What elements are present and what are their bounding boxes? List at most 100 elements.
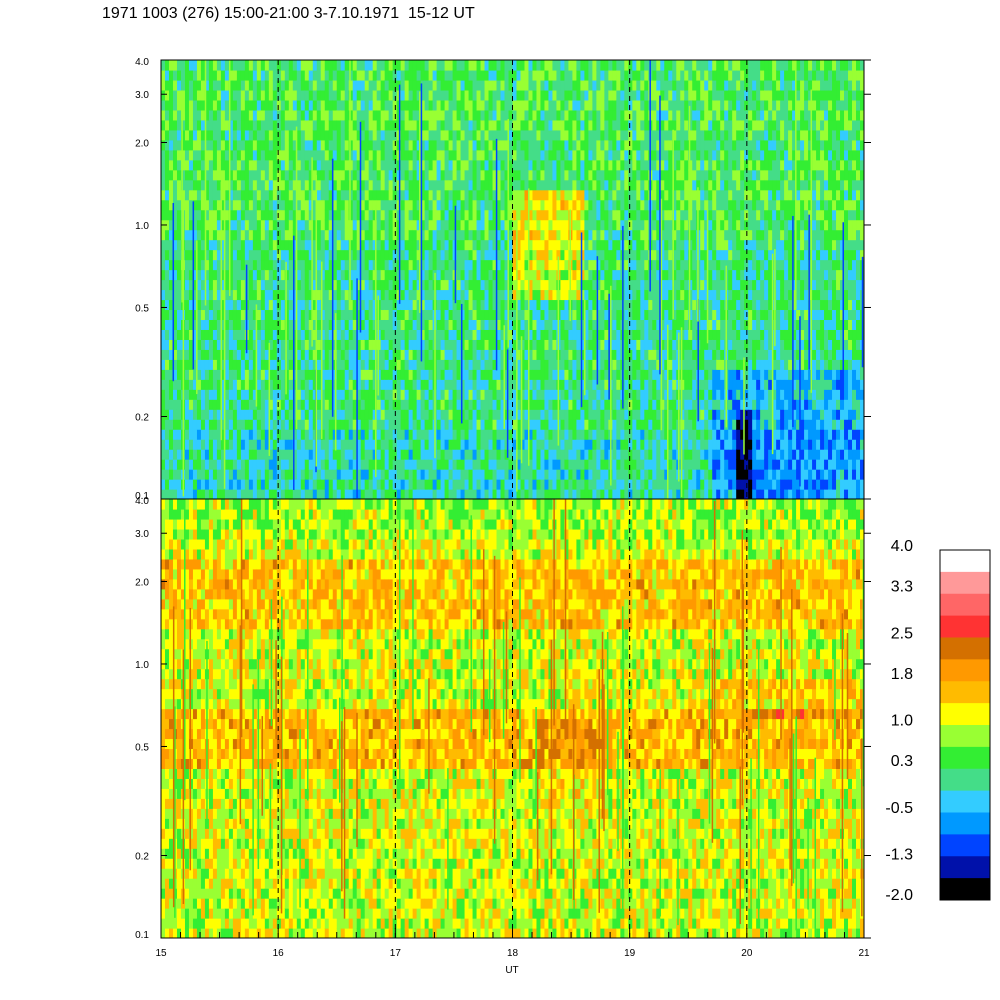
heatmap-cell (552, 199, 558, 211)
heatmap-cell (232, 199, 238, 211)
heatmap-cell (584, 189, 589, 201)
heatmap-cell (352, 299, 358, 311)
heatmap-cell (220, 129, 226, 141)
heatmap-cell (192, 299, 198, 311)
heatmap-cell (356, 219, 362, 231)
heatmap-cell (236, 259, 242, 271)
heatmap-cell (260, 139, 266, 151)
heatmap-cell (488, 269, 494, 281)
heatmap-cell (556, 249, 562, 261)
heatmap-cell (512, 459, 518, 470)
heatmap-cell (224, 399, 230, 410)
heatmap-cell (468, 79, 474, 91)
heatmap-cell (476, 249, 482, 261)
heatmap-cell (444, 419, 450, 430)
heatmap-cell (220, 299, 226, 311)
heatmap-cell (384, 89, 390, 101)
heatmap-cell (224, 469, 230, 480)
heatmap-cell (292, 249, 298, 261)
heatmap-cell (528, 179, 534, 191)
heatmap-cell (340, 399, 346, 410)
heatmap-cell (224, 349, 230, 360)
heatmap-cell (244, 429, 250, 440)
heatmap-cell (448, 169, 454, 181)
heatmap-cell (448, 89, 454, 101)
heatmap-cell (168, 399, 174, 410)
heatmap-cell (184, 179, 190, 191)
heatmap-cell (528, 209, 534, 221)
heatmap-cell (388, 419, 394, 430)
heatmap-cell (240, 489, 246, 499)
heatmap-cell (488, 409, 494, 420)
heatmap-cell (444, 469, 450, 480)
heatmap-cell (476, 409, 482, 420)
heatmap-cell (548, 199, 554, 211)
heatmap-cell (564, 119, 570, 131)
heatmap-cell (260, 399, 266, 410)
heatmap-cell (448, 79, 454, 91)
heatmap-cell (376, 249, 382, 261)
heatmap-cell (164, 459, 170, 470)
heatmap-cell (568, 339, 574, 350)
heatmap-cell (548, 179, 554, 191)
heatmap-cell (312, 119, 318, 131)
heatmap-cell (332, 219, 338, 231)
heatmap-cell (500, 79, 506, 91)
heatmap-cell (484, 449, 490, 460)
heatmap-cell (352, 79, 358, 91)
heatmap-cell (572, 109, 577, 121)
heatmap-cell (528, 239, 534, 251)
heatmap-cell (280, 359, 286, 370)
heatmap-cell (292, 439, 298, 450)
heatmap-cell (496, 349, 502, 360)
heatmap-cell (200, 429, 206, 440)
heatmap-cell (376, 379, 382, 390)
heatmap-cell (376, 189, 382, 201)
heatmap-cell (524, 439, 530, 450)
heatmap-cell (568, 449, 574, 460)
heatmap-cell (540, 329, 546, 340)
heatmap-cell (228, 349, 234, 360)
heatmap-cell (252, 409, 258, 420)
heatmap-cell (372, 459, 378, 470)
heatmap-cell (204, 129, 210, 141)
heatmap-cell (472, 199, 478, 211)
heatmap-cell (248, 119, 254, 131)
heatmap-cell (380, 449, 386, 460)
heatmap-cell (260, 389, 266, 400)
heatmap-cell (536, 139, 542, 151)
heatmap-cell (320, 129, 326, 141)
heatmap-cell (420, 439, 426, 450)
heatmap-cell (500, 349, 506, 360)
heatmap-cell (460, 379, 466, 390)
heatmap-cell (460, 309, 466, 321)
heatmap-cell (548, 149, 554, 161)
heatmap-cell (372, 229, 378, 241)
heatmap-cell (280, 149, 286, 161)
heatmap-cell (216, 469, 222, 480)
heatmap-cell (548, 489, 554, 499)
heatmap-cell (208, 419, 214, 430)
heatmap-cell (524, 449, 530, 460)
heatmap-cell (220, 149, 226, 161)
heatmap-cell (204, 219, 210, 231)
heatmap-cell (176, 469, 182, 480)
heatmap-cell (296, 309, 302, 321)
heatmap-cell (604, 69, 609, 81)
heatmap-cell (180, 149, 186, 161)
heatmap-cell (356, 199, 362, 211)
heatmap-cell (472, 189, 478, 201)
heatmap-cell (356, 479, 362, 490)
heatmap-cell (312, 359, 318, 370)
heatmap-cell (224, 479, 230, 490)
heatmap-cell (576, 199, 581, 211)
heatmap-cell (164, 299, 170, 311)
heatmap-cell (472, 259, 478, 271)
heatmap-cell (508, 249, 514, 261)
heatmap-cell (328, 139, 334, 151)
heatmap-cell (352, 429, 358, 440)
heatmap-cell (284, 60, 290, 71)
heatmap-cell (364, 109, 370, 121)
heatmap-cell (284, 349, 290, 360)
heatmap-cell (216, 209, 222, 221)
